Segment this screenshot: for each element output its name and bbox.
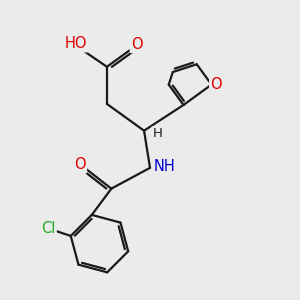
Text: Cl: Cl — [41, 221, 56, 236]
Text: O: O — [74, 158, 86, 172]
Text: O: O — [131, 37, 142, 52]
Text: NH: NH — [154, 159, 176, 174]
Text: HO: HO — [64, 36, 87, 51]
Text: H: H — [152, 127, 162, 140]
Text: O: O — [210, 77, 222, 92]
